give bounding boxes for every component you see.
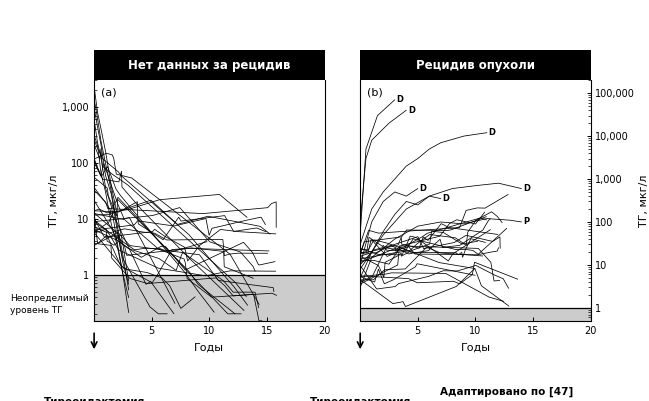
Text: D: D — [419, 184, 426, 193]
Y-axis label: ТГ, мкг/л: ТГ, мкг/л — [49, 174, 59, 227]
Text: Нет данных за рецидив: Нет данных за рецидив — [128, 59, 291, 72]
Text: Тиреоидэктомия: Тиреоидэктомия — [310, 397, 411, 401]
Text: D: D — [523, 184, 530, 193]
Text: Годы: Годы — [460, 342, 491, 352]
Text: Тиреоидэктомия: Тиреоидэктомия — [43, 397, 145, 401]
Text: Адаптировано по [47]: Адаптировано по [47] — [439, 387, 573, 397]
Bar — [360, 308, 591, 321]
Text: D: D — [489, 128, 496, 137]
Bar — [94, 275, 324, 321]
Text: D: D — [408, 106, 415, 115]
Y-axis label: ТГ, мкг/л: ТГ, мкг/л — [639, 174, 649, 227]
Text: Рецидив опухоли: Рецидив опухоли — [416, 59, 535, 72]
Text: (b): (b) — [367, 87, 383, 97]
Text: D: D — [397, 95, 404, 104]
Text: Годы: Годы — [194, 342, 225, 352]
Text: P: P — [523, 217, 530, 227]
Text: D: D — [443, 194, 450, 203]
Text: Неопределимый
уровень ТГ: Неопределимый уровень ТГ — [10, 294, 88, 315]
Text: (a): (a) — [101, 87, 117, 97]
